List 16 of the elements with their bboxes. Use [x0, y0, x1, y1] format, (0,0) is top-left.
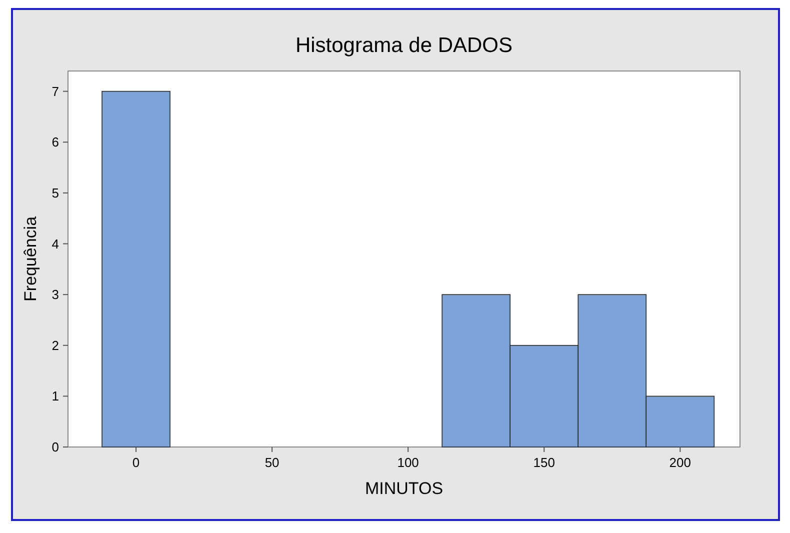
y-tick-label: 4 — [52, 236, 59, 252]
y-axis-title: Frequência — [21, 216, 40, 302]
y-tick-label: 2 — [52, 338, 59, 353]
y-tick-label: 1 — [52, 388, 59, 404]
y-tick-label: 6 — [52, 134, 59, 150]
x-tick-label: 0 — [132, 455, 140, 470]
x-axis-title: MINUTOS — [364, 479, 444, 498]
y-tick-label: 7 — [52, 84, 59, 99]
x-tick-label: 200 — [669, 455, 691, 470]
x-tick-label: 50 — [264, 455, 280, 470]
chart-title: Histograma de DADOS — [295, 34, 513, 57]
y-tick-label: 5 — [52, 185, 59, 200]
x-tick-label: 150 — [533, 455, 555, 470]
y-tick-label: 0 — [52, 440, 59, 455]
y-tick-label: 3 — [52, 287, 59, 302]
x-tick-label: 100 — [397, 455, 419, 470]
